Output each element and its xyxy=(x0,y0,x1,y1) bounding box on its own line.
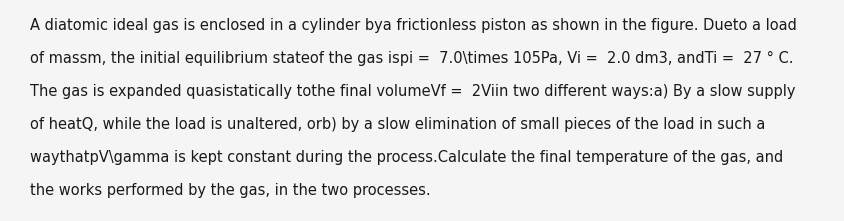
Text: of massm, the initial equilibrium stateof the gas ispi =  7.0\times 105Pa, Vi = : of massm, the initial equilibrium stateo… xyxy=(30,51,793,66)
Text: waythatpV\gamma is kept constant during the process.Calculate the final temperat: waythatpV\gamma is kept constant during … xyxy=(30,150,782,165)
Text: of heatQ, while the load is unaltered, orb) by a slow elimination of small piece: of heatQ, while the load is unaltered, o… xyxy=(30,117,765,132)
Text: A diatomic ideal gas is enclosed in a cylinder bya frictionless piston as shown : A diatomic ideal gas is enclosed in a cy… xyxy=(30,18,796,33)
Text: the works performed by the gas, in the two processes.: the works performed by the gas, in the t… xyxy=(30,183,430,198)
Text: The gas is expanded quasistatically tothe final volumeVf =  2Viin two different : The gas is expanded quasistatically toth… xyxy=(30,84,794,99)
